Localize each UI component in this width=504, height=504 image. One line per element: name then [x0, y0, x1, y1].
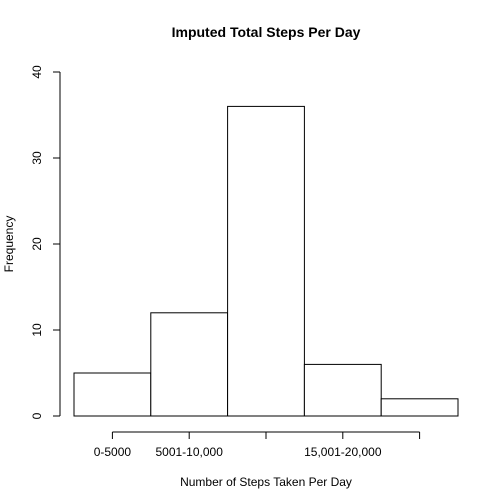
chart-title: Imputed Total Steps Per Day: [172, 24, 361, 40]
y-tick-label-40: 40: [30, 65, 44, 79]
y-tick-label-20: 20: [30, 237, 44, 251]
histogram-bar-2: [227, 105, 305, 417]
histogram-bar-3: [303, 363, 382, 417]
histogram-bar-1: [150, 312, 229, 417]
y-tick-label-10: 10: [30, 323, 44, 337]
y-axis-label: Frequency: [2, 216, 16, 273]
x-tick-label-0: 0-5000: [94, 445, 132, 459]
histogram-bar-4: [380, 398, 459, 417]
x-tick-label-3: 15,001-20,000: [304, 445, 382, 459]
y-tick-label-30: 30: [30, 151, 44, 165]
y-axis: 0 10 20 30 40: [30, 65, 61, 419]
x-axis: 0-5000 5001-10,000 15,001-20,000: [94, 431, 421, 459]
x-axis-label: Number of Steps Taken Per Day: [180, 475, 352, 489]
bars-group: [73, 105, 459, 417]
histogram-bar-0: [73, 372, 152, 417]
x-tick-label-1: 5001-10,000: [155, 445, 223, 459]
y-tick-label-0: 0: [30, 412, 44, 419]
